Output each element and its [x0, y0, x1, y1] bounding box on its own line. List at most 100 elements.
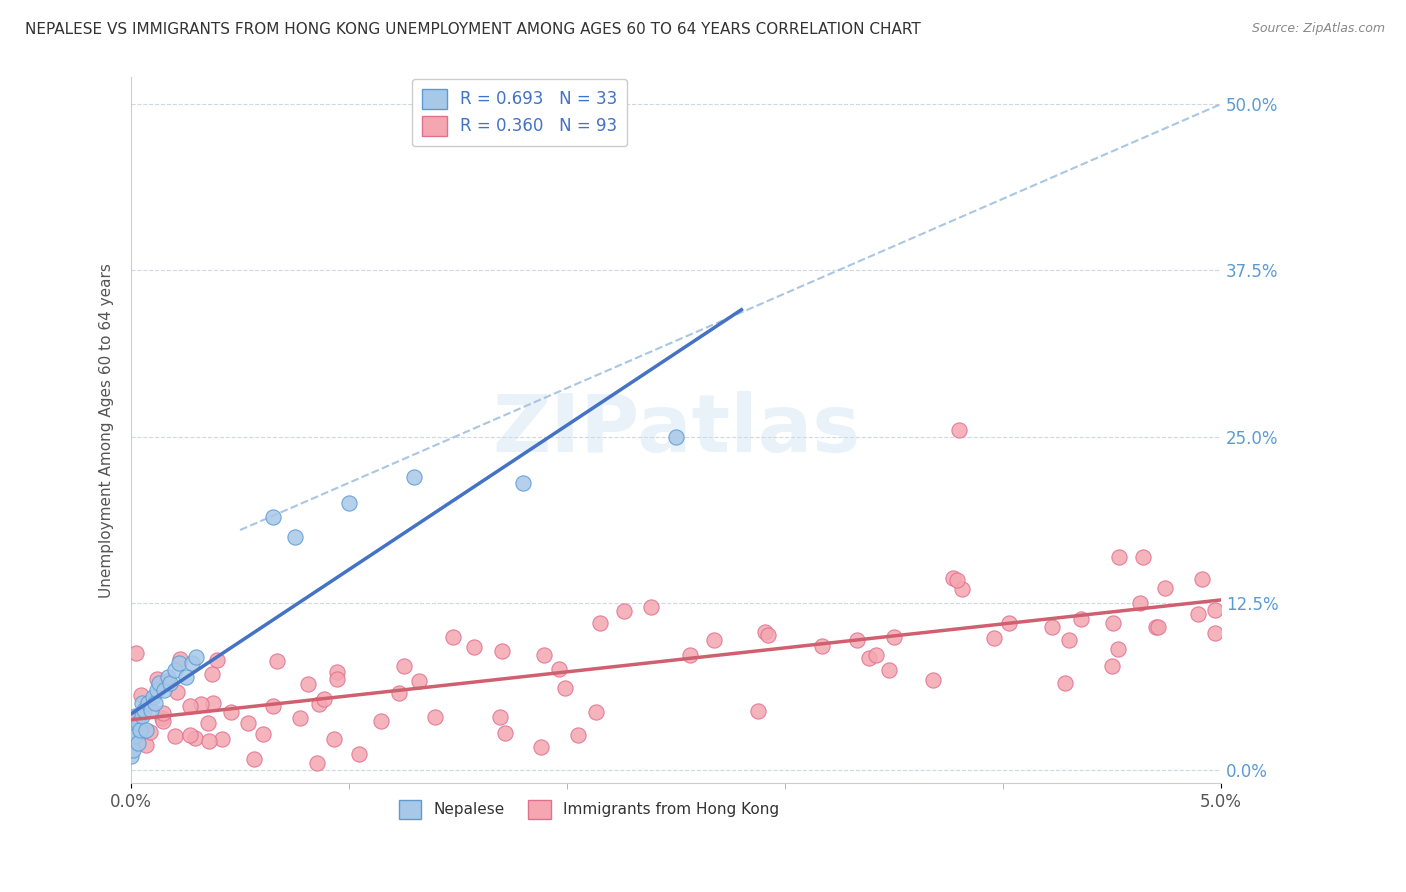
Point — [197, 716, 219, 731]
Point — [1102, 615, 1125, 630]
Point — [865, 648, 887, 662]
Point — [585, 705, 607, 719]
Point — [139, 725, 162, 739]
Point — [190, 697, 212, 711]
Point — [950, 582, 973, 596]
Point — [703, 633, 725, 648]
Point — [1144, 619, 1167, 633]
Point — [810, 639, 832, 653]
Point — [325, 672, 347, 686]
Point — [135, 738, 157, 752]
Point — [1204, 602, 1226, 616]
Point — [211, 731, 233, 746]
Point — [138, 696, 160, 710]
Point — [942, 571, 965, 585]
Point — [489, 710, 512, 724]
Point — [198, 733, 221, 747]
Point — [883, 630, 905, 644]
Point — [326, 665, 349, 680]
Point — [283, 530, 305, 544]
Point — [1132, 549, 1154, 564]
Point — [983, 632, 1005, 646]
Point — [181, 657, 204, 671]
Point — [1057, 633, 1080, 648]
Point — [946, 573, 969, 587]
Point — [150, 711, 173, 725]
Text: ZIPatlas: ZIPatlas — [492, 392, 860, 469]
Point — [423, 710, 446, 724]
Point — [155, 674, 177, 689]
Point — [530, 740, 553, 755]
Point — [169, 652, 191, 666]
Point — [127, 712, 149, 726]
Point — [463, 640, 485, 654]
Point — [1108, 549, 1130, 564]
Point — [219, 705, 242, 719]
Point — [152, 714, 174, 728]
Point — [120, 723, 142, 737]
Point — [205, 652, 228, 666]
Point — [314, 692, 336, 706]
Point — [125, 646, 148, 660]
Point — [494, 726, 516, 740]
Point — [159, 676, 181, 690]
Point — [567, 728, 589, 742]
Point — [152, 682, 174, 697]
Point — [347, 747, 370, 761]
Point — [124, 709, 146, 723]
Point — [1147, 620, 1170, 634]
Point — [1129, 596, 1152, 610]
Point — [266, 655, 288, 669]
Point — [589, 615, 612, 630]
Point — [922, 673, 945, 687]
Point — [288, 711, 311, 725]
Point — [640, 600, 662, 615]
Point — [388, 686, 411, 700]
Point — [128, 723, 150, 737]
Point — [252, 727, 274, 741]
Point — [146, 682, 169, 697]
Point — [512, 476, 534, 491]
Point — [152, 706, 174, 720]
Point — [1040, 620, 1063, 634]
Point — [747, 705, 769, 719]
Point — [184, 731, 207, 746]
Text: Source: ZipAtlas.com: Source: ZipAtlas.com — [1251, 22, 1385, 36]
Point — [756, 628, 779, 642]
Point — [665, 430, 688, 444]
Point — [1153, 581, 1175, 595]
Point — [236, 716, 259, 731]
Point — [179, 729, 201, 743]
Point — [754, 624, 776, 639]
Point — [174, 669, 197, 683]
Point — [142, 690, 165, 704]
Point — [441, 630, 464, 644]
Point — [262, 509, 284, 524]
Point — [1187, 607, 1209, 622]
Point — [337, 496, 360, 510]
Point — [554, 681, 576, 696]
Point — [167, 657, 190, 671]
Point — [148, 676, 170, 690]
Point — [846, 633, 869, 648]
Point — [297, 677, 319, 691]
Point — [243, 752, 266, 766]
Point — [120, 736, 142, 750]
Point — [179, 699, 201, 714]
Point — [879, 663, 901, 677]
Point — [392, 658, 415, 673]
Point — [404, 470, 426, 484]
Point — [323, 732, 346, 747]
Y-axis label: Unemployment Among Ages 60 to 64 years: Unemployment Among Ages 60 to 64 years — [100, 263, 114, 598]
Point — [1070, 612, 1092, 626]
Point — [408, 673, 430, 688]
Point — [1107, 641, 1129, 656]
Text: NEPALESE VS IMMIGRANTS FROM HONG KONG UNEMPLOYMENT AMONG AGES 60 TO 64 YEARS COR: NEPALESE VS IMMIGRANTS FROM HONG KONG UN… — [25, 22, 921, 37]
Point — [1054, 676, 1077, 690]
Point — [491, 643, 513, 657]
Point — [139, 703, 162, 717]
Point — [262, 699, 284, 714]
Point — [202, 697, 225, 711]
Point — [201, 666, 224, 681]
Point — [1101, 659, 1123, 673]
